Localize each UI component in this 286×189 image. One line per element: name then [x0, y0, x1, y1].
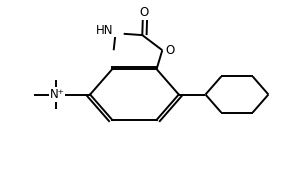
Text: O: O: [140, 6, 149, 19]
Text: O: O: [166, 44, 175, 57]
Text: N⁺: N⁺: [50, 88, 65, 101]
Text: HN: HN: [96, 24, 113, 37]
